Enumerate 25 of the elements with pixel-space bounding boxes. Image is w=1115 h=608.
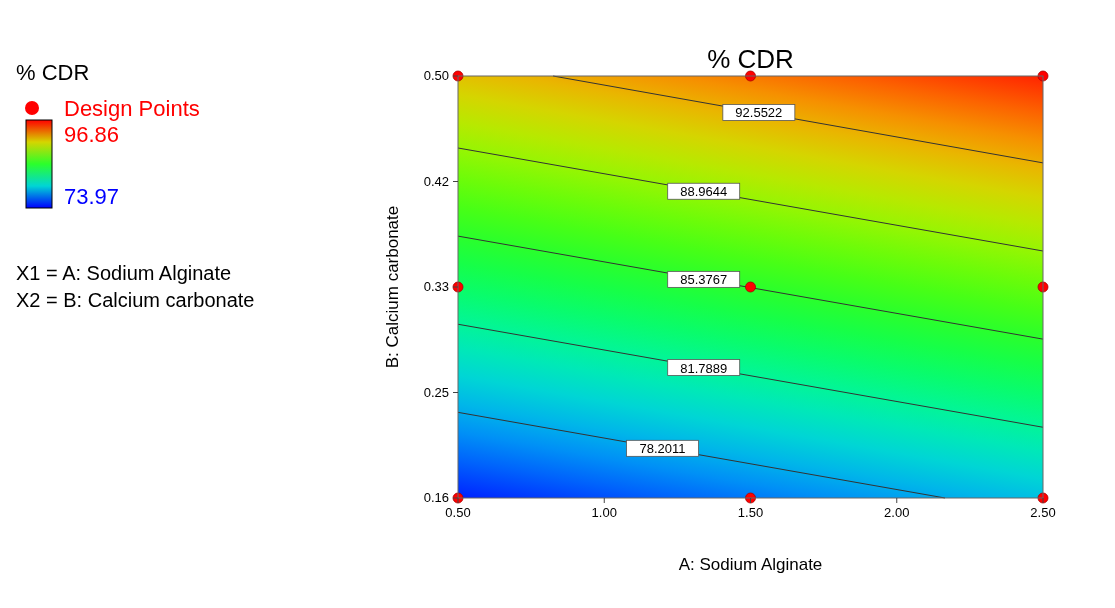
y-tick-label: 0.33 bbox=[423, 279, 449, 294]
y-tick-label: 0.25 bbox=[423, 384, 449, 400]
x-tick-label: 2.50 bbox=[1030, 505, 1056, 520]
series-label: 85.3767 bbox=[680, 272, 728, 288]
y-axis-title: B: Calcium carbonate bbox=[383, 205, 402, 369]
y-tick-label: 0.42 bbox=[423, 173, 449, 189]
series-label: 92.5522 bbox=[735, 105, 783, 121]
chart-title: % CDR bbox=[707, 44, 794, 74]
x-tick-label: 2.00 bbox=[884, 505, 910, 520]
text: X2 = B: Calcium carbonate bbox=[16, 289, 255, 311]
color-bar-label: 96.86 bbox=[64, 122, 120, 147]
legend-title: % CDR bbox=[16, 60, 90, 85]
legend-label: Design Points bbox=[64, 96, 200, 121]
point bbox=[745, 281, 756, 293]
x-tick-label: 1.50 bbox=[737, 505, 764, 520]
y-tick-label: 0.16 bbox=[423, 490, 449, 505]
text: X1 = A: Sodium Alginate bbox=[16, 262, 232, 284]
series-label: 78.2011 bbox=[639, 441, 686, 457]
x-tick-label: 0.50 bbox=[445, 505, 471, 520]
x-axis-title: A: Sodium Alginate bbox=[678, 555, 823, 574]
color-bar-label: 73.97 bbox=[64, 184, 120, 209]
y-tick-label: 0.50 bbox=[423, 68, 449, 83]
series-label: 81.7889 bbox=[680, 360, 728, 376]
series-label: 88.9644 bbox=[680, 184, 728, 200]
x-tick-label: 1.00 bbox=[591, 505, 617, 520]
